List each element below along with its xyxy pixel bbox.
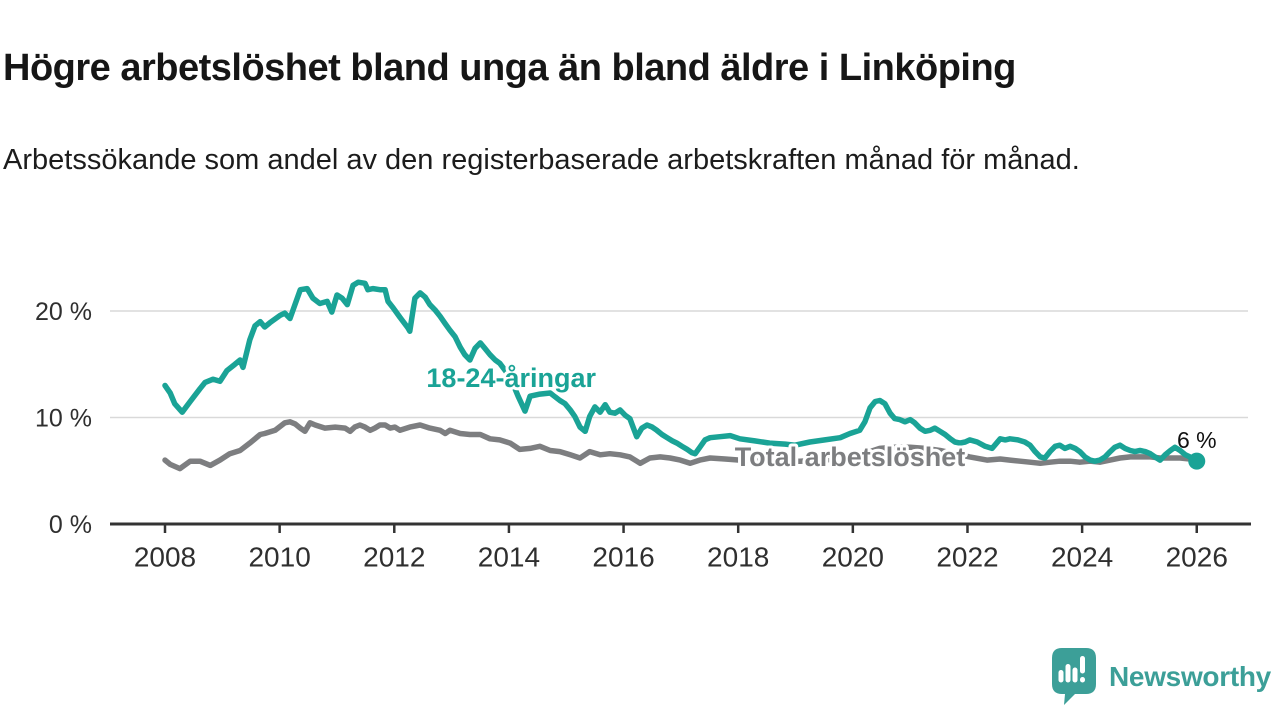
series-line-0 bbox=[162, 279, 1200, 464]
page-subtitle: Arbetssökande som andel av den registerb… bbox=[3, 144, 1080, 176]
series-end-dot bbox=[1188, 452, 1206, 470]
logo-exclamation-bar bbox=[1080, 656, 1085, 674]
logo-exclamation-dot bbox=[1080, 677, 1085, 683]
series-label-1: Total arbetslöshet bbox=[735, 442, 966, 472]
y-tick-label-20: 20 % bbox=[35, 298, 92, 326]
x-tick-label-2010: 2010 bbox=[248, 542, 310, 573]
y-tick-label-0: 0 % bbox=[49, 511, 92, 539]
newsworthy-logo-icon bbox=[1052, 648, 1096, 705]
x-tick-label-2012: 2012 bbox=[363, 542, 425, 573]
x-tick-label-2020: 2020 bbox=[822, 542, 884, 573]
x-tick-label-2024: 2024 bbox=[1051, 542, 1113, 573]
x-tick-label-2008: 2008 bbox=[134, 542, 196, 573]
x-tick-label-2016: 2016 bbox=[592, 542, 654, 573]
logo-bar-1 bbox=[1058, 670, 1064, 683]
x-tick-label-2014: 2014 bbox=[478, 542, 540, 573]
end-value-label: 6 % bbox=[1177, 427, 1217, 453]
brand-wordmark: Newsworthy bbox=[1109, 661, 1271, 692]
series-line-1 bbox=[162, 419, 1198, 472]
series-label-0: 18-24-åringar bbox=[426, 363, 596, 393]
brand-footer: Newsworthy bbox=[1050, 648, 1271, 706]
logo-bar-2 bbox=[1065, 664, 1071, 683]
y-tick-label-10: 10 % bbox=[35, 405, 92, 433]
x-tick-label-2018: 2018 bbox=[707, 542, 769, 573]
logo-bar-3 bbox=[1072, 667, 1078, 683]
x-tick-label-2026: 2026 bbox=[1166, 542, 1228, 573]
x-tick-label-2022: 2022 bbox=[936, 542, 998, 573]
page-title: Högre arbetslöshet bland unga än bland ä… bbox=[3, 47, 1016, 90]
